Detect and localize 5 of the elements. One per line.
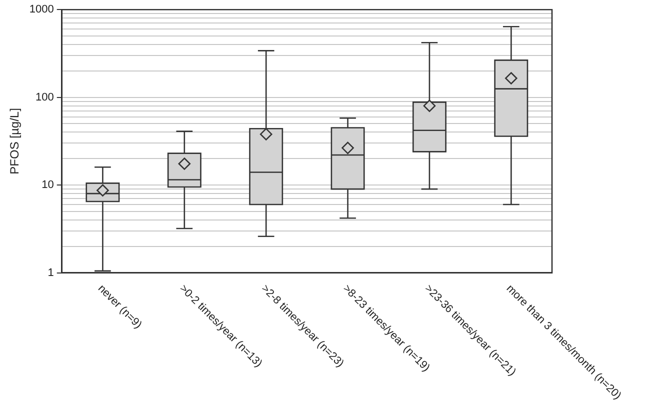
y-tick-label: 1 (48, 266, 54, 279)
y-axis-title: PFOS [µg/L] (8, 108, 22, 174)
y-tick-label: 10 (42, 179, 54, 192)
y-tick-label: 1000 (29, 4, 54, 16)
y-tick-label: 100 (36, 91, 54, 104)
